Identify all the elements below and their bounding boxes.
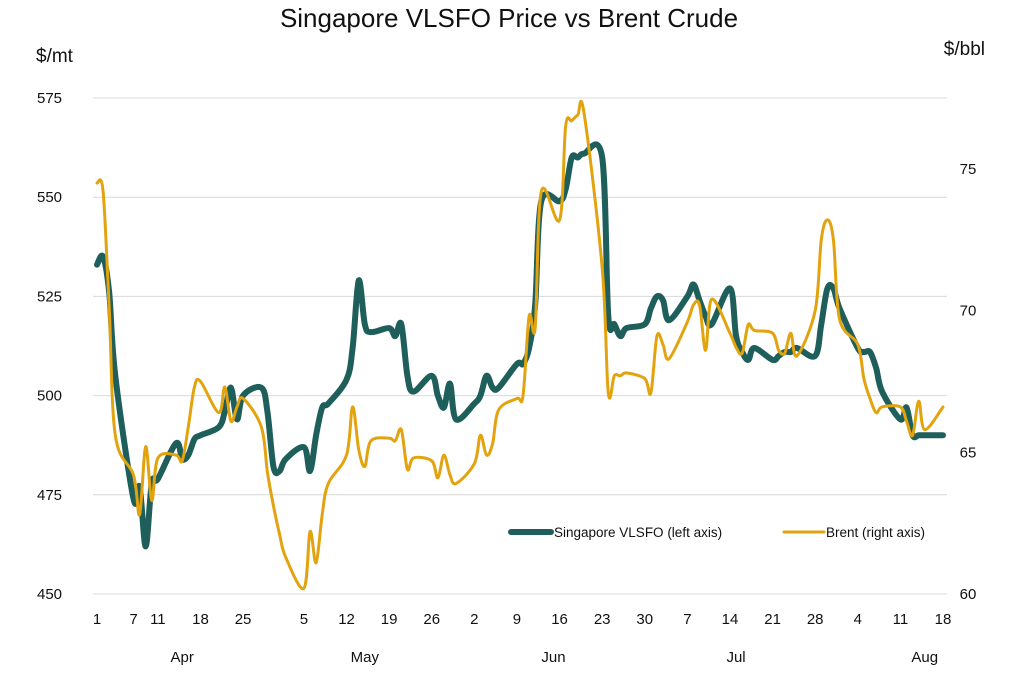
right-axis-ticks: 60 65 70 75 — [960, 161, 977, 603]
x-tick-label: 4 — [854, 611, 862, 628]
series-lines — [94, 100, 946, 591]
left-tick-label: 475 — [37, 487, 62, 504]
right-tick-label: 60 — [960, 586, 977, 603]
month-label: Aug — [911, 649, 938, 666]
x-tick-label: 12 — [338, 611, 355, 628]
x-tick-label: 19 — [381, 611, 398, 628]
series-line-vlsfo — [94, 141, 946, 550]
x-tick-label: 18 — [935, 611, 952, 628]
x-axis-month-labels: Apr May Jun Jul Aug — [171, 649, 939, 666]
x-tick-label: 18 — [192, 611, 209, 628]
x-tick-label: 5 — [300, 611, 308, 628]
x-tick-label: 30 — [636, 611, 653, 628]
x-tick-label: 7 — [129, 611, 137, 628]
month-label: Apr — [171, 649, 194, 666]
x-tick-label: 11 — [893, 611, 909, 628]
x-tick-label: 7 — [683, 611, 691, 628]
month-label: Jul — [726, 649, 745, 666]
month-label: May — [351, 649, 380, 666]
right-tick-label: 75 — [960, 161, 977, 178]
chart-title: Singapore VLSFO Price vs Brent Crude — [280, 3, 738, 33]
left-axis-ticks: 450 475 500 525 550 575 — [37, 90, 62, 603]
month-label: Jun — [541, 649, 565, 666]
legend-label-vlsfo: Singapore VLSFO (left axis) — [554, 525, 722, 540]
x-tick-label: 26 — [423, 611, 440, 628]
x-tick-label: 11 — [150, 611, 166, 628]
legend-label-brent: Brent (right axis) — [826, 525, 925, 540]
legend: Singapore VLSFO (left axis) Brent (right… — [508, 525, 925, 540]
x-tick-label: 14 — [722, 611, 739, 628]
left-axis-unit-label: $/mt — [36, 46, 74, 67]
x-tick-label: 2 — [470, 611, 478, 628]
left-tick-label: 525 — [37, 288, 62, 305]
right-tick-label: 70 — [960, 303, 977, 320]
x-axis-ticks: 1 7 11 18 25 5 12 19 26 2 9 16 23 30 7 14 21 28 4 11 18 — [93, 611, 952, 628]
x-tick-label: 21 — [764, 611, 781, 628]
left-tick-label: 550 — [37, 189, 62, 206]
x-tick-label: 23 — [594, 611, 611, 628]
left-tick-label: 500 — [37, 388, 62, 405]
x-tick-label: 25 — [235, 611, 252, 628]
right-axis-unit-label: $/bbl — [944, 39, 985, 60]
series-line-brent — [95, 100, 945, 591]
right-tick-label: 65 — [960, 444, 977, 461]
x-tick-label: 16 — [551, 611, 568, 628]
x-tick-label: 1 — [93, 611, 101, 628]
x-tick-label: 9 — [513, 611, 521, 628]
left-tick-label: 450 — [37, 586, 62, 603]
x-tick-label: 28 — [807, 611, 824, 628]
left-tick-label: 575 — [37, 90, 62, 107]
